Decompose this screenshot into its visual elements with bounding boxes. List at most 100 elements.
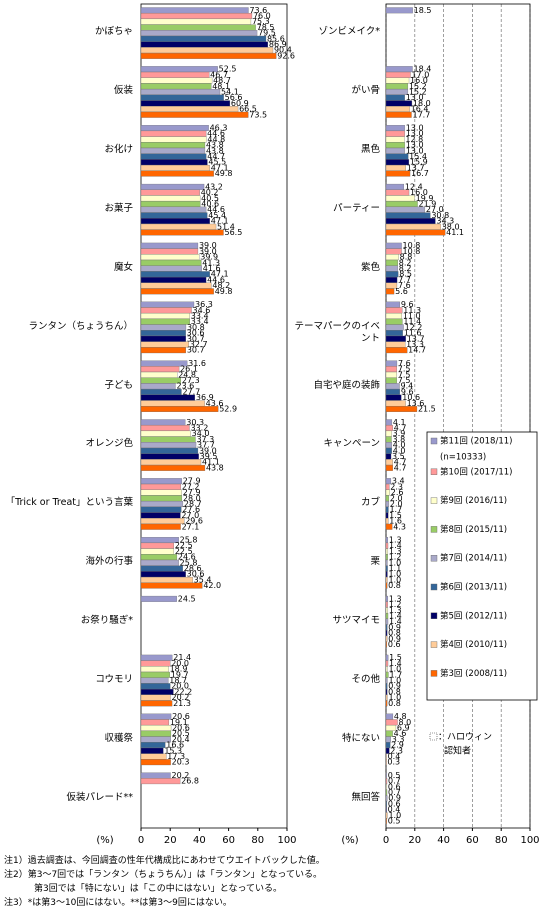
bar — [385, 383, 400, 390]
value-label: 86.9 — [269, 40, 287, 49]
value-label: 8.5 — [399, 270, 412, 279]
value-label: 44.6 — [207, 129, 225, 138]
value-label: 27.1 — [182, 522, 200, 531]
bar — [385, 271, 399, 278]
value-label: 19.7 — [171, 670, 189, 679]
bar — [385, 189, 410, 196]
footnote: 注2）第3～7回では「ランタン（ちょうちん）」は「ランタン」となっている。 — [4, 870, 322, 880]
bar — [140, 495, 183, 502]
bar — [140, 347, 186, 354]
value-label: 11.3 — [403, 306, 421, 315]
bar — [140, 666, 169, 673]
category-label: お菓子 — [104, 203, 133, 214]
value-label: 19.9 — [416, 194, 434, 203]
bar — [140, 164, 210, 171]
value-label: 0.8 — [388, 581, 401, 590]
value-label: 39.0 — [199, 247, 217, 256]
bar — [385, 307, 403, 314]
value-label: 7.5 — [398, 376, 411, 385]
bar — [385, 613, 389, 619]
bar — [385, 66, 413, 73]
value-label: 30.7 — [187, 346, 205, 355]
bar — [385, 523, 393, 530]
bar — [385, 77, 410, 84]
value-label: 1.0 — [388, 693, 401, 702]
legend-swatch — [430, 437, 438, 445]
value-label: 25.8 — [180, 536, 198, 545]
bar — [385, 330, 403, 337]
value-label: 22.5 — [175, 547, 193, 556]
bar — [140, 442, 197, 449]
bar — [140, 341, 189, 348]
category-label: パーティー — [333, 203, 380, 214]
bar — [140, 571, 186, 578]
bar — [140, 35, 267, 42]
value-label: 43.8 — [206, 463, 224, 472]
value-label: 1.3 — [389, 594, 402, 603]
legend-label: 第7回 (2014/11) — [440, 553, 507, 564]
legend-label: 第4回 (2010/11) — [440, 639, 507, 650]
bar — [140, 89, 221, 95]
value-label: 7.7 — [398, 275, 411, 284]
bar — [140, 153, 207, 160]
bar — [140, 501, 184, 507]
value-label: 42.0 — [203, 581, 221, 590]
x-tick-label: 100 — [277, 835, 296, 846]
bar — [385, 719, 398, 726]
bar — [385, 223, 441, 230]
value-label: 2.0 — [390, 494, 403, 503]
category-label: 子ども — [104, 379, 133, 391]
bar — [140, 282, 212, 289]
bar — [385, 806, 387, 813]
bar — [385, 288, 395, 295]
legend-label: 第10回 (2017/11) — [440, 466, 512, 477]
bar — [140, 13, 253, 19]
value-label: 21.5 — [418, 405, 436, 414]
bar — [140, 447, 199, 454]
bar — [385, 371, 397, 378]
bar — [140, 542, 174, 549]
bar — [140, 747, 164, 754]
value-label: 39.9 — [200, 253, 218, 262]
legend-label: 第9回 (2016/11) — [440, 495, 507, 506]
bar — [385, 366, 397, 373]
value-label: 0.4 — [388, 805, 401, 814]
value-label: 7.6 — [398, 281, 411, 290]
value-label: 40.2 — [201, 188, 219, 197]
value-label: 1.4 — [389, 611, 402, 620]
bar — [385, 206, 426, 213]
bar — [385, 394, 402, 401]
bar — [140, 218, 210, 225]
annotation-icon — [429, 732, 438, 741]
legend-label: 第8回 (2015/11) — [440, 524, 507, 535]
value-label: 15.9 — [410, 158, 428, 167]
value-label: 20.4 — [172, 735, 190, 744]
value-label: 51.4 — [217, 222, 235, 231]
value-label: 34.0 — [192, 429, 210, 438]
value-label: 30.3 — [186, 418, 204, 427]
value-label: 27.9 — [183, 488, 201, 497]
value-label: 13.0 — [406, 146, 424, 155]
bar — [140, 30, 258, 37]
bar — [385, 335, 406, 342]
value-label: 1.0 — [388, 676, 401, 685]
bar — [140, 523, 181, 530]
bar — [140, 419, 186, 426]
bar — [140, 147, 206, 154]
bar — [385, 789, 388, 796]
value-label: 39.0 — [199, 446, 217, 455]
value-label: 24.6 — [178, 553, 196, 562]
bar — [140, 130, 207, 137]
bar — [140, 489, 182, 496]
value-label: 16.7 — [411, 169, 429, 178]
bar — [385, 147, 405, 154]
value-label: 6.9 — [397, 723, 410, 732]
bar — [385, 212, 431, 219]
value-label: 37.7 — [197, 441, 215, 450]
value-label: 4.7 — [394, 424, 407, 433]
bar — [385, 654, 389, 661]
bar — [385, 259, 398, 266]
value-label: 30.8 — [187, 323, 205, 332]
value-label: 13.0 — [406, 93, 424, 102]
value-label: 13.3 — [406, 340, 424, 349]
